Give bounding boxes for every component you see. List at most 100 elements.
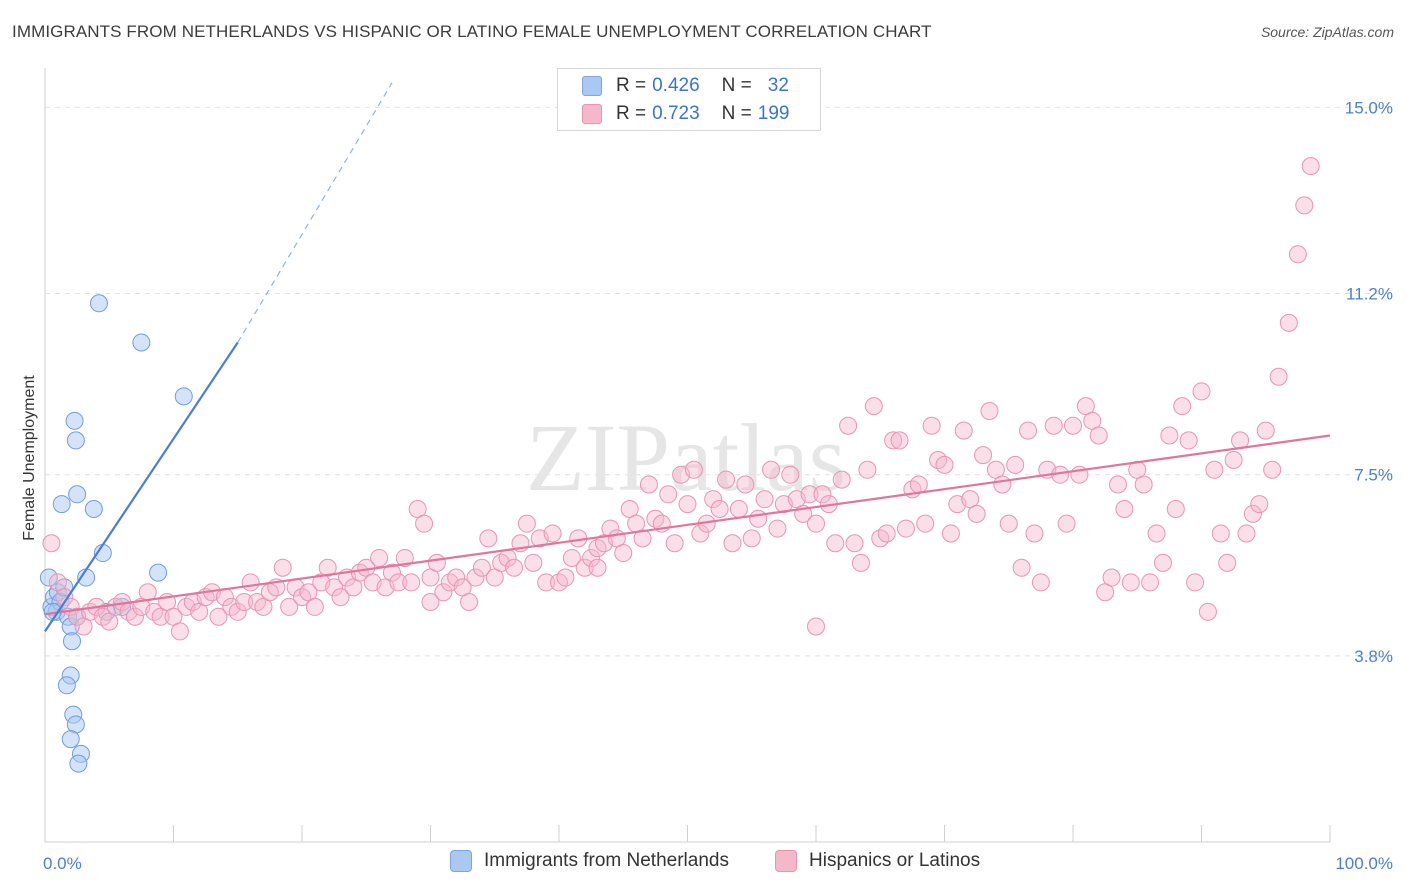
data-point-netherlands xyxy=(57,676,76,695)
data-point-hispanic xyxy=(427,553,446,572)
data-point-hispanic xyxy=(896,519,915,538)
data-point-hispanic xyxy=(389,573,408,592)
legend-r-label: R = xyxy=(616,103,647,124)
data-point-hispanic xyxy=(228,602,247,621)
y-tick-label: 7.5% xyxy=(1354,466,1393,485)
data-point-netherlands xyxy=(174,387,193,406)
data-point-hispanic xyxy=(1057,514,1076,533)
data-point-hispanic xyxy=(864,397,883,416)
data-point-hispanic xyxy=(1166,499,1185,518)
data-point-hispanic xyxy=(684,460,703,479)
data-point-hispanic xyxy=(974,446,993,465)
data-point-hispanic xyxy=(1153,553,1172,572)
data-point-hispanic xyxy=(967,504,986,523)
data-point-netherlands xyxy=(132,333,151,352)
data-point-hispanic xyxy=(993,475,1012,494)
y-tick-label: 11.2% xyxy=(1346,284,1393,303)
data-point-hispanic xyxy=(325,578,344,597)
trend-line-netherlands xyxy=(44,341,239,633)
data-point-hispanic xyxy=(659,485,678,504)
x-tick-label: 0.0% xyxy=(43,854,82,873)
data-point-hispanic xyxy=(922,416,941,435)
data-point-hispanic xyxy=(1301,157,1320,176)
data-point-hispanic xyxy=(395,548,414,567)
data-point-hispanic xyxy=(729,499,748,518)
data-point-netherlands xyxy=(65,411,84,430)
series-netherlands xyxy=(39,294,193,773)
data-point-hispanic xyxy=(235,593,254,612)
data-point-netherlands xyxy=(62,632,81,651)
data-point-hispanic xyxy=(170,622,189,641)
watermark: ZIPatlas xyxy=(526,404,846,511)
data-point-hispanic xyxy=(890,431,909,450)
data-point-hispanic xyxy=(639,475,658,494)
correlation-legend: R = 0.426 N = 32 R = 0.723 N = 199 xyxy=(557,68,821,131)
data-point-hispanic xyxy=(1198,602,1217,621)
legend-r-value: 0.426 xyxy=(652,75,700,96)
bottom-legend-label-hispanic: Hispanics or Latinos xyxy=(809,850,981,871)
data-point-hispanic xyxy=(273,558,292,577)
series-hispanic xyxy=(42,157,1320,641)
bottom-legend-swatch-netherlands xyxy=(450,850,472,872)
y-tick-label: 3.8% xyxy=(1354,647,1393,666)
data-point-hispanic xyxy=(1243,504,1262,523)
data-point-hispanic xyxy=(1102,568,1121,587)
data-point-hispanic xyxy=(582,548,601,567)
data-point-hispanic xyxy=(1006,455,1025,474)
data-point-hispanic xyxy=(1019,421,1038,440)
data-point-hispanic xyxy=(55,588,74,607)
trend-line-hispanic xyxy=(44,434,1331,616)
data-point-netherlands xyxy=(69,754,88,773)
data-point-hispanic xyxy=(832,470,851,489)
data-point-hispanic xyxy=(954,421,973,440)
data-point-hispanic xyxy=(280,597,299,616)
data-point-hispanic xyxy=(331,588,350,607)
data-point-hispanic xyxy=(845,534,864,553)
data-point-hispanic xyxy=(909,475,928,494)
data-point-hispanic xyxy=(704,490,723,509)
legend-n-value: 199 xyxy=(757,103,790,124)
tick-labels: 3.8% 7.5% 11.2% 15.0% 0.0% 100.0% xyxy=(43,98,1393,873)
data-point-hispanic xyxy=(370,548,389,567)
data-point-hispanic xyxy=(209,607,228,626)
data-point-hispanic xyxy=(479,529,498,548)
data-point-hispanic xyxy=(1031,573,1050,592)
data-point-hispanic xyxy=(1134,475,1153,494)
legend-n-label: N = xyxy=(721,103,752,124)
data-point-hispanic xyxy=(665,534,684,553)
trend-lines xyxy=(44,82,1331,633)
data-point-netherlands xyxy=(84,499,103,518)
data-point-hispanic xyxy=(999,514,1018,533)
data-point-hispanic xyxy=(1279,313,1298,332)
legend-r-value: 0.723 xyxy=(652,103,700,124)
data-point-hispanic xyxy=(1218,553,1237,572)
legend-n-value: 32 xyxy=(767,75,789,96)
data-point-hispanic xyxy=(1179,431,1198,450)
data-point-hispanic xyxy=(305,597,324,616)
data-point-hispanic xyxy=(434,583,453,602)
data-point-hispanic xyxy=(736,475,755,494)
data-point-hispanic xyxy=(749,509,768,528)
data-point-hispanic xyxy=(916,514,935,533)
data-point-hispanic xyxy=(472,558,491,577)
data-point-hispanic xyxy=(601,519,620,538)
data-point-hispanic xyxy=(1256,421,1275,440)
data-point-hispanic xyxy=(1263,460,1282,479)
data-point-hispanic xyxy=(935,455,954,474)
data-point-hispanic xyxy=(800,485,819,504)
data-point-hispanic xyxy=(1250,495,1269,514)
data-point-hispanic xyxy=(562,548,581,567)
data-point-hispanic xyxy=(1173,397,1192,416)
data-point-hispanic xyxy=(1121,573,1140,592)
data-point-hispanic xyxy=(877,524,896,543)
data-point-hispanic xyxy=(1160,426,1179,445)
x-tick-label: 100.0% xyxy=(1335,854,1393,873)
data-point-hispanic xyxy=(460,593,479,612)
data-point-hispanic xyxy=(851,553,870,572)
data-point-hispanic xyxy=(382,563,401,582)
data-point-hispanic xyxy=(517,514,536,533)
legend-n-label: N = xyxy=(721,75,752,96)
data-point-hispanic xyxy=(575,558,594,577)
data-point-hispanic xyxy=(1269,367,1288,386)
legend-r-label: R = xyxy=(616,75,647,96)
